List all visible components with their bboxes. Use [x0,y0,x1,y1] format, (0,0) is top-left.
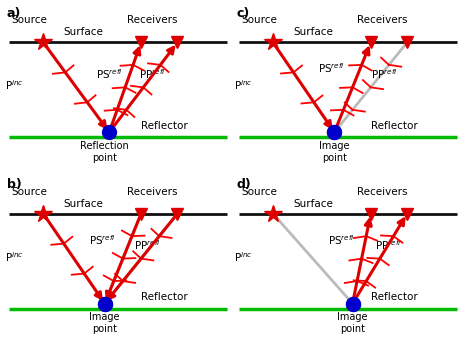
Text: Source: Source [241,187,276,197]
Text: Image
point: Image point [337,312,367,334]
Text: a): a) [7,7,21,20]
Text: Image
point: Image point [89,312,119,334]
Text: Source: Source [241,16,276,26]
Text: Reflector: Reflector [141,292,188,302]
Text: Surface: Surface [293,27,332,37]
Text: PS$^{refl}$: PS$^{refl}$ [95,67,122,81]
Text: Surface: Surface [293,199,332,209]
Text: P$^{inc}$: P$^{inc}$ [5,79,24,92]
Text: P$^{inc}$: P$^{inc}$ [234,250,253,264]
Text: Source: Source [12,16,47,26]
Text: PS$^{refl}$: PS$^{refl}$ [327,233,354,247]
Text: d): d) [236,178,251,191]
Text: P$^{inc}$: P$^{inc}$ [5,250,24,264]
Text: Receivers: Receivers [127,187,177,197]
Text: PP$^{refl}$: PP$^{refl}$ [375,238,401,252]
Text: Surface: Surface [63,27,103,37]
Text: c): c) [236,7,249,20]
Text: PP$^{refl}$: PP$^{refl}$ [134,238,161,252]
Text: Source: Source [12,187,47,197]
Text: Reflection
point: Reflection point [80,141,129,163]
Text: Reflector: Reflector [370,120,417,130]
Text: Receivers: Receivers [357,16,407,26]
Text: Receivers: Receivers [127,16,177,26]
Text: Receivers: Receivers [357,187,407,197]
Text: PP$^{refl}$: PP$^{refl}$ [138,67,165,81]
Text: PS$^{refl}$: PS$^{refl}$ [318,62,344,75]
Text: PP$^{refl}$: PP$^{refl}$ [370,67,396,81]
Text: b): b) [7,178,22,191]
Text: Surface: Surface [63,199,103,209]
Text: Reflector: Reflector [141,120,188,130]
Text: PS$^{refl}$: PS$^{refl}$ [88,233,115,247]
Text: P$^{inc}$: P$^{inc}$ [234,79,253,92]
Text: Image
point: Image point [319,141,349,163]
Text: Reflector: Reflector [370,292,417,302]
